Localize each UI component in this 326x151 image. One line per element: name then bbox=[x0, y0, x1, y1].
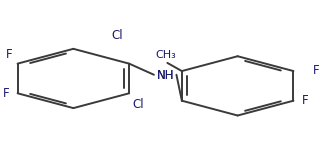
Text: CH₃: CH₃ bbox=[156, 50, 176, 60]
Text: F: F bbox=[313, 64, 320, 77]
Text: Cl: Cl bbox=[132, 98, 144, 111]
Text: F: F bbox=[302, 94, 308, 107]
Text: Cl: Cl bbox=[111, 29, 123, 42]
Text: NH: NH bbox=[156, 69, 174, 82]
Text: F: F bbox=[6, 48, 12, 61]
Text: NH: NH bbox=[156, 69, 174, 82]
Text: F: F bbox=[3, 87, 9, 100]
